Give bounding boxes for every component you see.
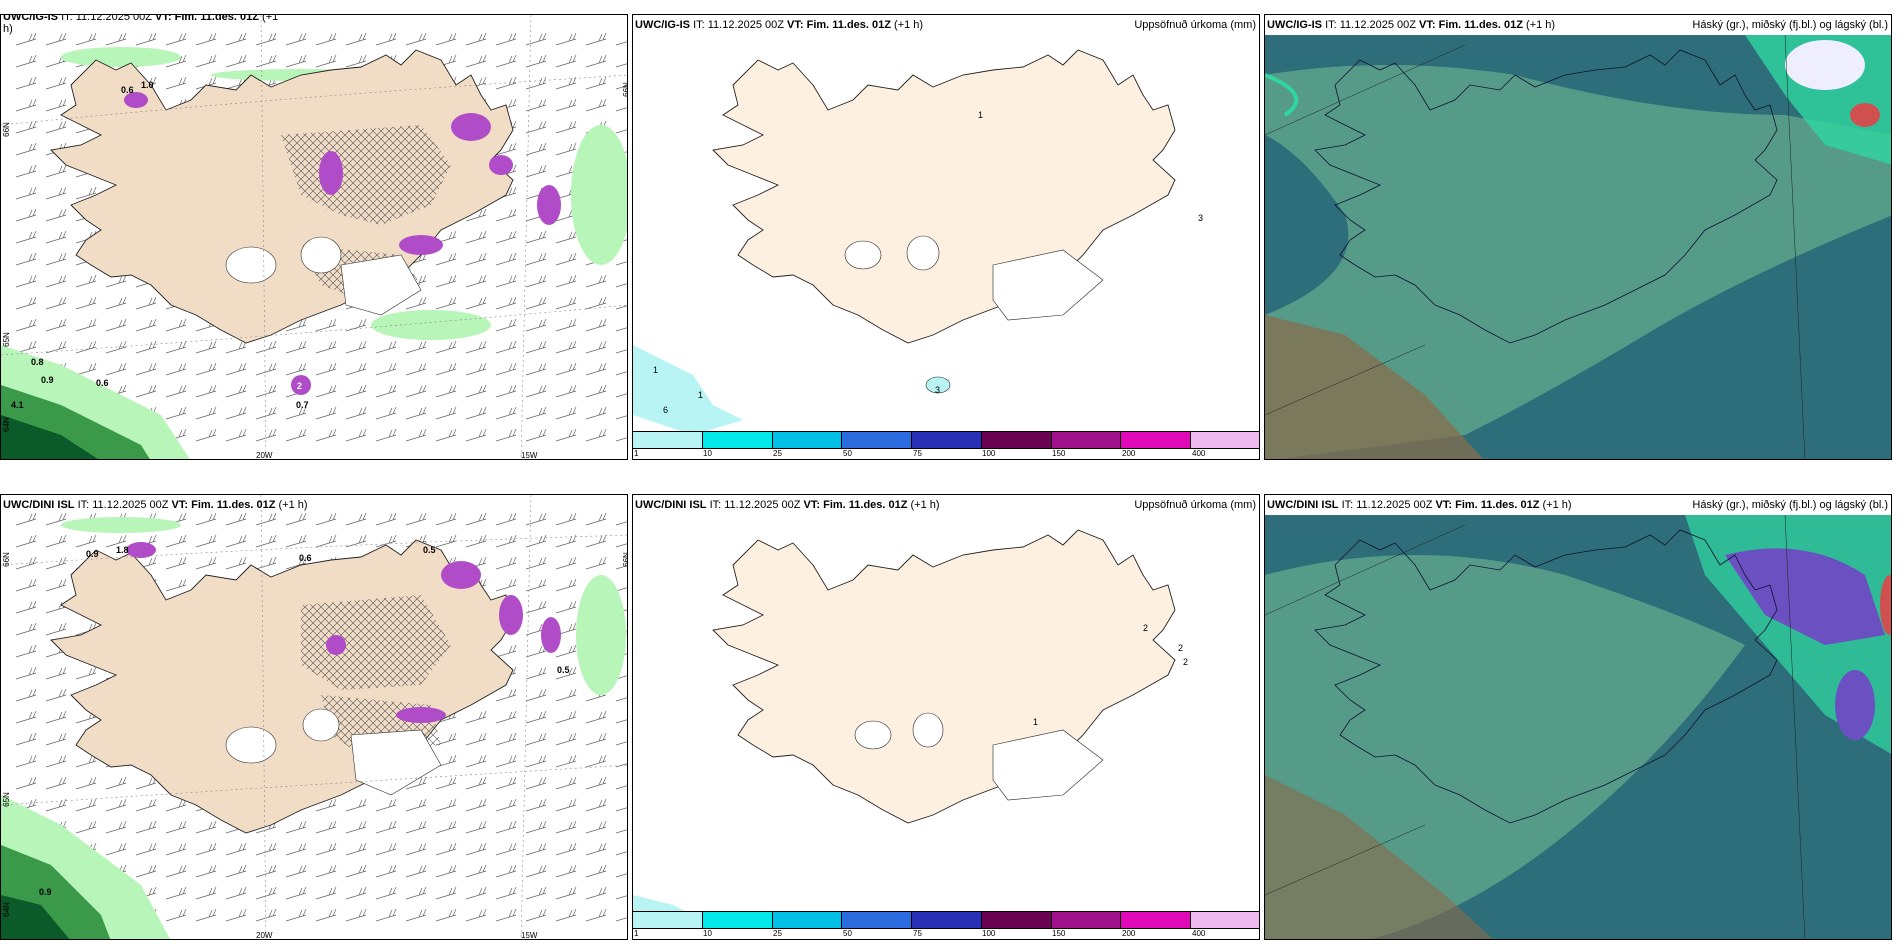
- colorbar-swatch: [1121, 431, 1192, 449]
- colorbar-swatch: [981, 431, 1052, 449]
- panel-header: UWC/IG-IS IT: 11.12.2025 00Z VT: Fim. 11…: [3, 14, 279, 35]
- precip-value: 3: [1198, 213, 1204, 223]
- colorbar-swatch: [1191, 911, 1259, 929]
- colorbar-swatch: [842, 431, 913, 449]
- precip-value: 0.9: [39, 887, 52, 897]
- colorbar-labels: 1 10 25 50 75 100 150 200 400: [634, 449, 1206, 458]
- precip-value: 0.7: [296, 400, 309, 410]
- map-canvas[interactable]: [633, 15, 1260, 460]
- cloud-cover-map-dini: UWC/DINI ISL IT: 11.12.2025 00Z VT: Fim.…: [1264, 494, 1892, 940]
- precip-value: 1.0: [141, 80, 154, 90]
- map-canvas[interactable]: [1, 15, 628, 460]
- precip-value: 2: [297, 381, 303, 391]
- panel-title: Uppsöfnuð úrkoma (mm): [1134, 499, 1256, 511]
- lat-label: 66N: [1, 122, 11, 137]
- precip-value: 3: [935, 385, 941, 395]
- colorbar-swatch: [1051, 431, 1122, 449]
- colorbar-swatch: [912, 431, 982, 449]
- map-canvas[interactable]: [1265, 495, 1892, 940]
- precip-value: 0.8: [31, 357, 44, 367]
- precip-value: 6: [663, 405, 669, 415]
- colorbar-swatch: [1121, 911, 1192, 929]
- panel-header: UWC/IG-IS IT: 11.12.2025 00Z VT: Fim. 11…: [1267, 19, 1556, 31]
- colorbar-labels: 1 10 25 50 75 100 150 200 400: [634, 929, 1206, 938]
- precip-value: 1: [978, 110, 984, 120]
- wind-precip-map-dini: UWC/DINI ISL IT: 11.12.2025 00Z VT: Fim.…: [0, 494, 628, 940]
- precip-value: 2: [1183, 657, 1189, 667]
- colorbar-swatch: [702, 911, 773, 929]
- precip-value: 0.9: [86, 549, 99, 559]
- cloud-cover-map-igis: UWC/IG-IS IT: 11.12.2025 00Z VT: Fim. 11…: [1264, 14, 1892, 460]
- lon-label: 20W: [256, 931, 273, 940]
- colorbar-swatch: [702, 431, 773, 449]
- colorbar: [633, 911, 1259, 929]
- panel-title: Háský (gr.), miðský (fj.bl.) og lágský (…: [1692, 19, 1888, 31]
- precip-value: 2: [1143, 623, 1149, 633]
- accum-precip-map-igis: UWC/IG-IS IT: 11.12.2025 00Z VT: Fim. 11…: [632, 14, 1260, 460]
- colorbar: [633, 431, 1259, 449]
- colorbar-swatch: [981, 911, 1052, 929]
- precip-value: 1: [653, 365, 659, 375]
- precip-value: 0.5: [557, 665, 570, 675]
- precip-value: 0.9: [41, 375, 54, 385]
- precip-value: 0.6: [299, 553, 312, 563]
- precip-value: 0.6: [121, 85, 134, 95]
- lat-label: 65N: [1, 792, 11, 807]
- wind-precip-map-igis: UWC/IG-IS IT: 11.12.2025 00Z VT: Fim. 11…: [0, 14, 628, 460]
- map-canvas[interactable]: [1265, 15, 1892, 460]
- lon-label: 15W: [521, 451, 538, 460]
- precip-value: 1.8: [116, 545, 129, 555]
- colorbar-swatch: [1051, 911, 1122, 929]
- colorbar-swatch: [633, 431, 703, 449]
- panel-header: UWC/DINI ISL IT: 11.12.2025 00Z VT: Fim.…: [3, 499, 308, 511]
- precip-value: 4.1: [11, 400, 24, 410]
- panel-header: UWC/DINI ISL IT: 11.12.2025 00Z VT: Fim.…: [1267, 499, 1572, 511]
- accum-precip-map-dini: UWC/DINI ISL IT: 11.12.2025 00Z VT: Fim.…: [632, 494, 1260, 940]
- precip-value: 0.5: [423, 545, 436, 555]
- map-canvas[interactable]: [1, 495, 628, 940]
- panel-title: Uppsöfnuð úrkoma (mm): [1134, 19, 1256, 31]
- colorbar-swatch: [842, 911, 913, 929]
- precip-value: 0.6: [96, 378, 109, 388]
- panel-header: UWC/IG-IS IT: 11.12.2025 00Z VT: Fim. 11…: [635, 19, 924, 31]
- colorbar-swatch: [633, 911, 703, 929]
- lat-label: 64N: [1, 417, 11, 432]
- lon-label: 20W: [256, 451, 273, 460]
- lat-label: 66N: [1, 552, 11, 567]
- panel-header: UWC/DINI ISL IT: 11.12.2025 00Z VT: Fim.…: [635, 499, 940, 511]
- colorbar-swatch: [772, 911, 843, 929]
- lat-label: 65N: [1, 332, 11, 347]
- lat-label: 66N: [621, 82, 628, 97]
- precip-value: 2: [1178, 643, 1184, 653]
- precip-value: 1: [698, 390, 704, 400]
- lat-label: 66N: [621, 552, 628, 567]
- colorbar-swatch: [772, 431, 843, 449]
- panel-title: Háský (gr.), miðský (fj.bl.) og lágský (…: [1692, 499, 1888, 511]
- colorbar-swatch: [912, 911, 982, 929]
- precip-value: 1: [1033, 717, 1039, 727]
- colorbar-swatch: [1191, 431, 1259, 449]
- lat-label: 64N: [1, 902, 11, 917]
- lon-label: 15W: [521, 931, 538, 940]
- map-canvas[interactable]: [633, 495, 1260, 940]
